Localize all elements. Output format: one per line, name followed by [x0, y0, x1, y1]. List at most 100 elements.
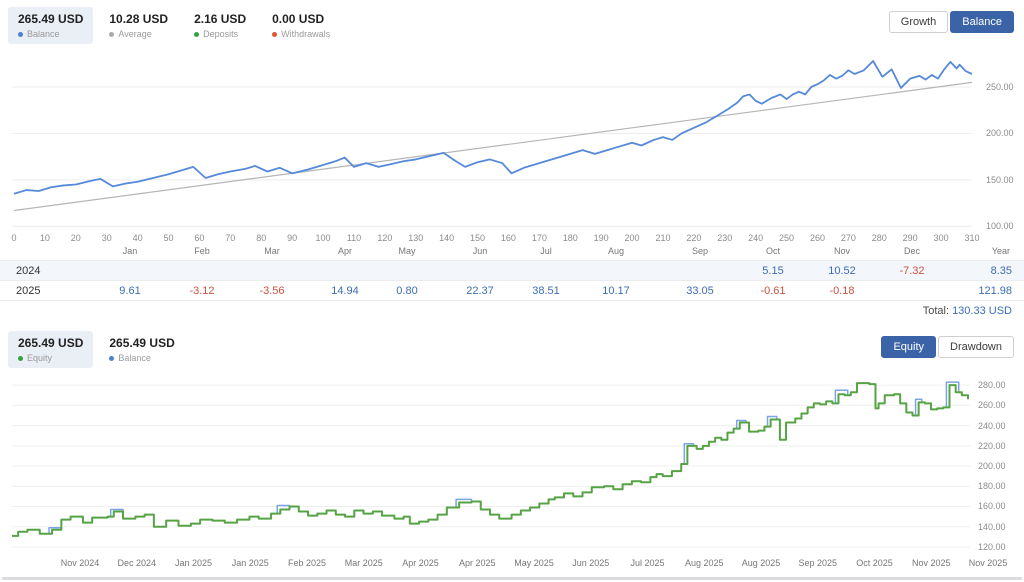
- y-axis-label: 260.00: [978, 400, 1006, 411]
- equity-legend-toolbar: 265.49 USD Equity 265.49 USD Balance: [8, 331, 185, 368]
- stat-value: 265.49 USD: [18, 12, 84, 26]
- x-tick-label: 60: [194, 233, 205, 243]
- x-tick-label: 280: [871, 233, 887, 243]
- balance-legend-toolbar: 265.49 USD Balance 10.28 USD Average 2.16 US…: [8, 7, 340, 44]
- deposits-series-dot-icon: [194, 31, 200, 37]
- x-tick-label: 140: [439, 233, 455, 243]
- y-axis-label: 200.00: [978, 461, 1006, 472]
- stat-equity[interactable]: 265.49 USD Equity: [8, 331, 94, 368]
- x-tick-label: 90: [287, 233, 298, 243]
- x-month-label: Dec: [903, 246, 921, 256]
- x-tick-label: 50: [163, 233, 174, 243]
- cell-month-value: 33.05: [686, 285, 714, 297]
- x-date-label: Mar 2025: [344, 558, 383, 568]
- stat-label: Balance: [18, 29, 83, 39]
- stat-value: 2.16 USD: [194, 12, 247, 26]
- drawdown-button[interactable]: Drawdown: [938, 336, 1014, 358]
- table-bottom-border: [0, 300, 1024, 301]
- x-month-label: Oct: [765, 246, 781, 256]
- x-date-label: Apr 2025: [402, 558, 439, 568]
- growth-balance-toggle: Growth Balance: [888, 11, 1014, 33]
- x-date-label: May 2025: [514, 558, 554, 568]
- stat-label-text: Balance: [27, 29, 60, 39]
- x-tick-label: 220: [686, 233, 702, 243]
- cell-year-total: 121.98: [978, 285, 1012, 297]
- x-tick-label: 200: [624, 233, 640, 243]
- y-axis-label: 240.00: [978, 420, 1006, 431]
- row-year-label: 2024: [16, 265, 41, 277]
- stat-withdrawals[interactable]: 0.00 USD Withdrawals: [262, 7, 340, 44]
- x-tick-label: 230: [717, 233, 733, 243]
- x-date-label: Jun 2025: [572, 558, 610, 568]
- x-tick-label: 150: [470, 233, 486, 243]
- stat-label-text: Average: [118, 29, 152, 39]
- x-month-label: May: [398, 246, 416, 256]
- x-tick-label: 110: [346, 233, 362, 243]
- x-tick-label: 170: [531, 233, 547, 243]
- stat-balance[interactable]: 265.49 USD Balance: [8, 7, 94, 44]
- growth-button[interactable]: Growth: [888, 11, 949, 33]
- y-axis-label: 180.00: [978, 481, 1006, 492]
- stat-label-text: Equity: [27, 353, 53, 363]
- cell-year-total: 8.35: [990, 265, 1012, 277]
- x-year-label: Year: [991, 246, 1010, 256]
- x-date-label: Aug 2025: [684, 558, 724, 568]
- stat-label-text: Deposits: [203, 29, 239, 39]
- average-series-dot-icon: [109, 31, 115, 37]
- stat-label: Withdrawals: [272, 29, 330, 39]
- cell-month-value: -0.61: [760, 285, 786, 297]
- y-axis-label: 220.00: [978, 440, 1006, 451]
- x-tick-label: 250: [779, 233, 795, 243]
- table-row-2025: 2025 9.61 -3.12 -3.56 14.94 0.80 22.37 38.51 10.…: [0, 280, 1024, 301]
- x-month-label: Apr: [337, 246, 353, 256]
- y-axis-label: 100.00: [986, 221, 1014, 232]
- x-tick-label: 100: [315, 233, 331, 243]
- x-date-label: Dec 2024: [117, 558, 157, 568]
- y-axis-label: 160.00: [978, 501, 1006, 512]
- x-tick-label: 130: [408, 233, 424, 243]
- cell-month-value: 5.15: [762, 265, 784, 277]
- x-tick-label: 70: [225, 233, 236, 243]
- table-row-2024: 2024 5.15 10.52 -7.32 8.35: [0, 260, 1024, 281]
- x-month-label: Sep: [691, 246, 709, 256]
- x-date-label: Nov 2024: [60, 558, 100, 568]
- equity-drawdown-toggle: Equity Drawdown: [881, 336, 1014, 358]
- x-date-label: Sep 2025: [798, 558, 838, 568]
- equity-chart[interactable]: [12, 372, 970, 552]
- x-date-label: Oct 2025: [856, 558, 893, 568]
- balance-chart-canvas: [12, 60, 973, 227]
- stat-value: 265.49 USD: [18, 336, 84, 350]
- y-axis-label: 200.00: [986, 128, 1014, 139]
- cell-month-value: -3.12: [189, 285, 215, 297]
- balance-chart[interactable]: [12, 48, 973, 230]
- x-tick-label: 20: [70, 233, 81, 243]
- balance-series-dot-icon: [18, 31, 23, 37]
- total-label: Total:: [922, 305, 949, 317]
- y-axis-label: 140.00: [978, 521, 1006, 532]
- x-tick-label: 210: [655, 233, 671, 243]
- x-tick-label: 120: [377, 233, 393, 243]
- x-date-label: Jul 2025: [630, 558, 665, 568]
- equity-button[interactable]: Equity: [881, 336, 937, 358]
- stat-value: 10.28 USD: [109, 12, 169, 26]
- x-tick-label: 180: [562, 233, 578, 243]
- x-month-label: Jul: [540, 246, 552, 256]
- window-bottom-edge: [2, 577, 1022, 580]
- x-tick-label: 310: [964, 233, 980, 243]
- stat-average[interactable]: 10.28 USD Average: [99, 7, 178, 44]
- x-tick-label: 40: [132, 233, 143, 243]
- balance-button[interactable]: Balance: [950, 11, 1014, 33]
- stat-balance[interactable]: 265.49 USD Balance: [99, 331, 184, 368]
- stat-deposits[interactable]: 2.16 USD Deposits: [184, 7, 256, 44]
- x-tick-label: 270: [840, 233, 856, 243]
- x-tick-label: 10: [39, 233, 50, 243]
- x-tick-label: 30: [101, 233, 112, 243]
- cell-month-value: 22.37: [466, 285, 494, 297]
- x-month-label: Jun: [472, 246, 488, 256]
- x-month-label: Feb: [194, 246, 210, 256]
- x-date-label: Jan 2025: [174, 558, 213, 568]
- x-date-label: Nov 2025: [911, 558, 951, 568]
- y-axis-label: 120.00: [978, 541, 1006, 552]
- x-month-label: Nov: [833, 246, 851, 256]
- x-date-label: Aug 2025: [741, 558, 781, 568]
